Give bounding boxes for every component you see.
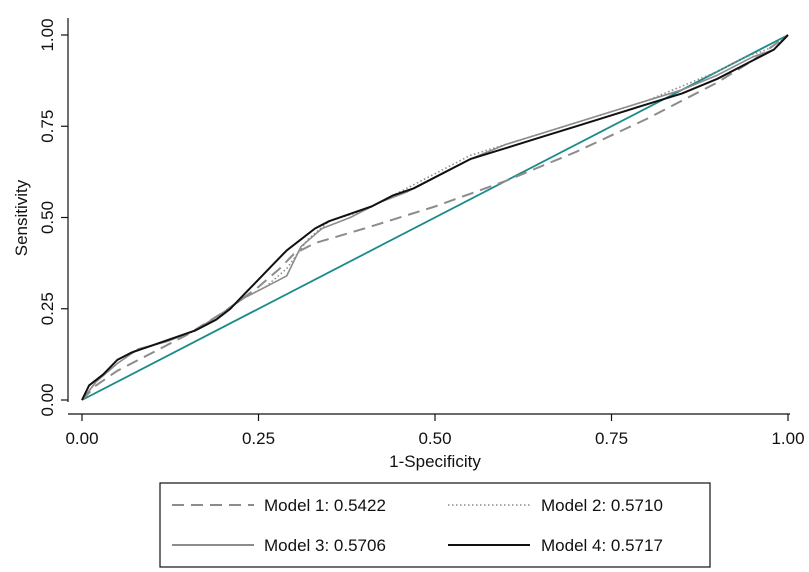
x-tick-label: 0.75 [595,429,628,448]
series-line-model-1 [81,34,789,401]
y-tick-label: 1.00 [38,18,57,51]
y-tick-label: 0.25 [38,292,57,325]
x-ticks: 0.00 0.25 0.50 0.75 1.00 [65,414,805,448]
series-line-model-4 [81,34,789,401]
legend-label-model-3: Model 3: 0.5706 [264,536,386,555]
x-tick-label: 0.00 [65,429,98,448]
y-tick-label: 0.50 [38,201,57,234]
y-tick-label: 0.00 [38,383,57,416]
x-tick-label: 0.50 [418,429,451,448]
legend-label-model-4: Model 4: 0.5717 [541,536,663,555]
y-axis-label: Sensitivity [12,179,31,256]
x-tick-label: 0.25 [242,429,275,448]
legend: Model 1: 0.5422 Model 2: 0.5710 Model 3:… [159,482,711,568]
plot-area: 0.00 0.25 0.50 0.75 1.00 0.00 0.25 0.50 0.75 1.0… [38,18,805,448]
x-axis-label: 1-Specificity [389,452,481,471]
legend-box [159,482,711,568]
y-ticks: 0.00 0.25 0.50 0.75 1.00 [38,18,68,417]
series-lines [81,34,789,401]
reference-diagonal-line [81,34,789,401]
x-tick-label: 1.00 [771,429,804,448]
y-tick-label: 0.75 [38,110,57,143]
legend-label-model-2: Model 2: 0.5710 [541,496,663,515]
legend-label-model-1: Model 1: 0.5422 [264,496,386,515]
